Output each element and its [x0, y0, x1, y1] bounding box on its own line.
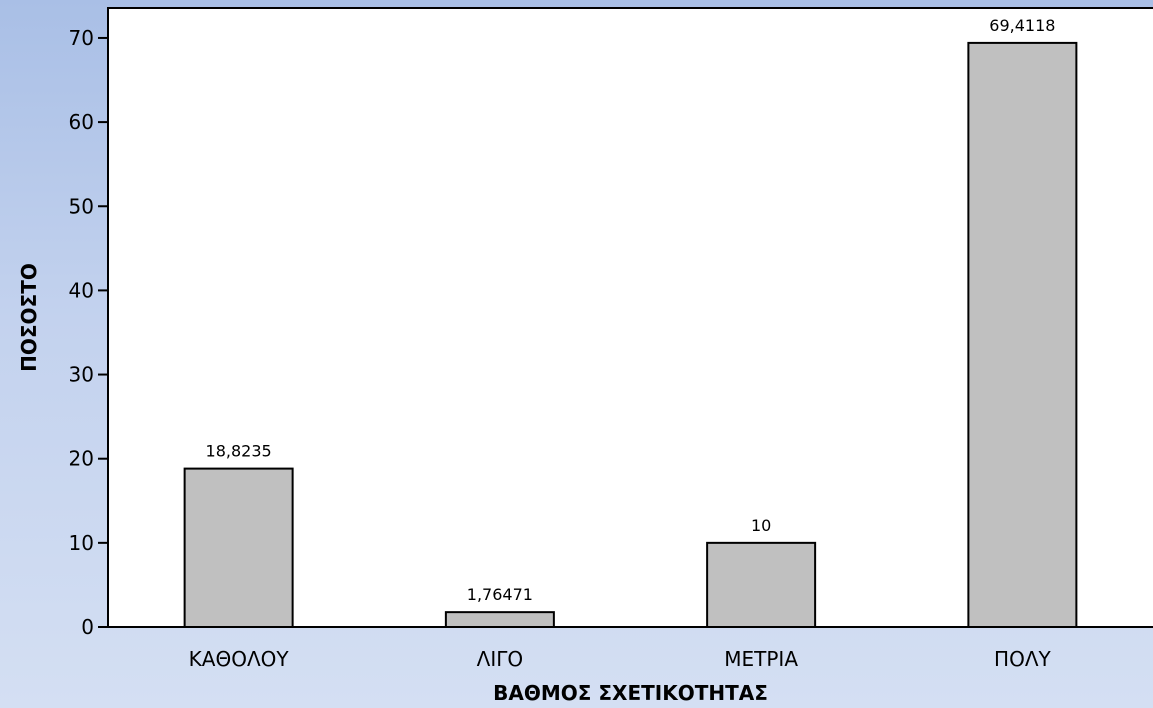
- x-tick-label: ΜΕΤΡΙΑ: [724, 647, 798, 671]
- data-label: 1,76471: [467, 585, 533, 604]
- y-tick-label: 30: [69, 363, 94, 387]
- x-axis-title: ΒΑΘΜΟΣ ΣΧΕΤΙΚΟΤΗΤΑΣ: [493, 681, 768, 705]
- data-label: 18,8235: [206, 442, 272, 461]
- y-tick-label: 60: [69, 110, 94, 134]
- data-label: 69,4118: [989, 16, 1055, 35]
- data-label: 10: [751, 516, 771, 535]
- y-tick-label: 70: [69, 26, 94, 50]
- y-tick-label: 40: [69, 278, 94, 302]
- y-axis: 0 10 20 30 40 50 60 70: [69, 26, 108, 639]
- bar: [183, 467, 294, 628]
- y-tick-label: 0: [81, 615, 94, 639]
- bar: [967, 41, 1078, 628]
- x-tick-label: ΚΑΘΟΛΟΥ: [189, 647, 290, 671]
- x-axis: ΚΑΘΟΛΟΥ ΛΙΓΟ ΜΕΤΡΙΑ ΠΟΛΥ: [189, 647, 1052, 671]
- bar: [706, 541, 817, 628]
- y-tick-label: 20: [69, 447, 94, 471]
- x-tick-label: ΛΙΓΟ: [477, 647, 523, 671]
- data-labels: 18,8235 1,76471 10 69,4118: [206, 16, 1056, 604]
- bar: [444, 611, 555, 628]
- y-tick-label: 10: [69, 531, 94, 555]
- y-tick-label: 50: [69, 194, 94, 218]
- y-axis-title: ΠΟΣΟΣΤΟ: [17, 263, 41, 372]
- x-tick-label: ΠΟΛΥ: [994, 647, 1051, 671]
- bars: [183, 41, 1078, 628]
